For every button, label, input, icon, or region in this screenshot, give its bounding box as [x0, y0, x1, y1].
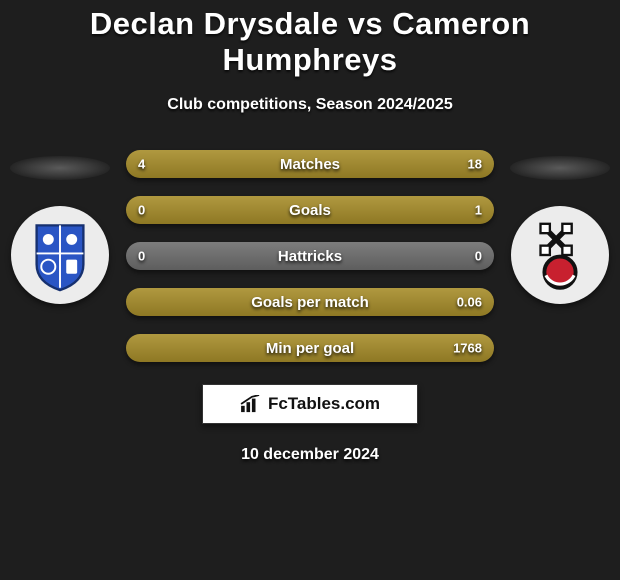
stat-label: Goals [289, 202, 331, 219]
bar-chart-icon [240, 395, 262, 413]
branding-box: FcTables.com [202, 384, 418, 424]
tranmere-crest-icon [21, 216, 99, 294]
stat-label: Min per goal [266, 340, 354, 357]
stat-right-value: 1768 [453, 341, 482, 356]
stat-right-value: 18 [468, 157, 482, 172]
stat-label: Matches [280, 156, 340, 173]
stat-left-value: 4 [138, 157, 145, 172]
stat-right-value: 0.06 [457, 295, 482, 310]
rotherham-crest-icon [521, 216, 599, 294]
right-club-badge [511, 206, 609, 304]
stat-pill: Min per goal 1768 [126, 334, 494, 362]
player-shadow [510, 156, 610, 180]
footer: FcTables.com 10 december 2024 [0, 384, 620, 464]
stat-left-value: 0 [138, 203, 145, 218]
stat-label: Hattricks [278, 248, 342, 265]
branding-text: FcTables.com [268, 394, 380, 414]
stat-label: Goals per match [251, 294, 369, 311]
subtitle: Club competitions, Season 2024/2025 [0, 96, 620, 114]
right-player-col [506, 156, 614, 304]
comparison-row: 4 Matches 18 0 Goals 1 0 Hattricks 0 Goals per ma… [0, 156, 620, 362]
stat-pill: 0 Goals 1 [126, 196, 494, 224]
left-player-col [6, 156, 114, 304]
stat-pill: 0 Hattricks 0 [126, 242, 494, 270]
stat-right-value: 0 [475, 249, 482, 264]
stats-column: 4 Matches 18 0 Goals 1 0 Hattricks 0 Goals per ma… [114, 150, 506, 362]
stat-pill: Goals per match 0.06 [126, 288, 494, 316]
stat-pill: 4 Matches 18 [126, 150, 494, 178]
stat-right-value: 1 [475, 203, 482, 218]
date-text: 10 december 2024 [0, 446, 620, 464]
page-title: Declan Drysdale vs Cameron Humphreys [0, 6, 620, 78]
player-shadow [10, 156, 110, 180]
stat-left-value: 0 [138, 249, 145, 264]
left-club-badge [11, 206, 109, 304]
